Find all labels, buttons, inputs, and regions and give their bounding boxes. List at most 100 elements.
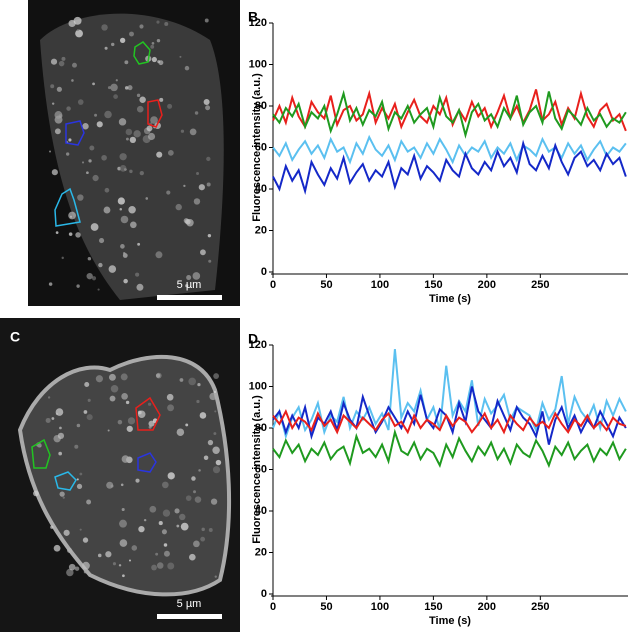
granule (156, 20, 160, 24)
granule (76, 478, 79, 481)
granule (149, 505, 157, 513)
granule (90, 223, 99, 231)
granule (57, 432, 65, 440)
granule (74, 566, 80, 571)
granule (145, 197, 149, 200)
granule (122, 251, 126, 255)
granule (207, 233, 212, 238)
y-tick-label: 100 (249, 380, 267, 392)
granule (101, 24, 108, 31)
granule (131, 545, 138, 551)
roi (54, 187, 81, 227)
granule (59, 491, 65, 497)
granule (166, 190, 171, 195)
granule (117, 197, 125, 205)
granule (180, 522, 189, 531)
granule (87, 398, 91, 402)
x-tick-label: 50 (320, 601, 332, 613)
granule (193, 490, 196, 494)
granule (155, 373, 161, 378)
panel-label: D (248, 331, 258, 347)
granule (49, 150, 52, 153)
y-axis-label: Fluorescence intensity (a.u.) (251, 73, 263, 222)
x-tick-label: 150 (424, 279, 442, 291)
granule (56, 86, 62, 92)
granule (135, 478, 140, 483)
y-tick-label: 40 (255, 505, 267, 517)
granule (151, 56, 157, 63)
granule (119, 519, 127, 528)
granule (82, 123, 89, 130)
granule (72, 62, 77, 68)
granule (119, 165, 127, 172)
granule (51, 169, 58, 176)
granule (124, 60, 129, 65)
granule (110, 385, 119, 393)
scale-bar (157, 614, 222, 619)
granule (98, 238, 105, 244)
granule (200, 249, 206, 256)
x-tick-label: 0 (270, 279, 276, 291)
granule (123, 278, 128, 284)
granule (194, 496, 202, 503)
granule (83, 570, 87, 574)
granule (106, 481, 114, 489)
granule (164, 21, 169, 26)
granule (194, 111, 199, 115)
granule (128, 559, 132, 562)
granule (193, 540, 200, 548)
granule (71, 79, 74, 82)
y-tick-label: 20 (255, 224, 267, 236)
granule (108, 373, 116, 381)
scale-bar-label: 5 µm (177, 279, 202, 291)
granule (105, 551, 112, 558)
granule (208, 528, 213, 532)
roi (147, 99, 163, 128)
y-tick-label: 60 (255, 463, 267, 475)
granule (139, 170, 144, 176)
granule (137, 242, 141, 246)
micrographs (0, 0, 240, 632)
panel-label: B (248, 9, 258, 25)
x-tick-label: 50 (320, 279, 332, 291)
cell-c (17, 354, 232, 597)
granule (76, 483, 83, 490)
granule (197, 383, 201, 387)
granule (203, 455, 209, 460)
x-tick-label: 100 (371, 279, 389, 291)
granule (207, 439, 214, 446)
granule (176, 524, 180, 528)
granule (167, 562, 175, 570)
granule (204, 18, 209, 23)
granule (89, 145, 95, 151)
granule (109, 395, 116, 402)
granule (76, 423, 81, 428)
granule (196, 171, 200, 175)
granule (75, 232, 81, 238)
granule (51, 417, 55, 420)
cell-a (40, 13, 224, 301)
granule (138, 525, 145, 533)
granule (108, 265, 117, 273)
x-tick-label: 0 (270, 601, 276, 613)
granule (82, 537, 89, 543)
granule (81, 161, 85, 164)
x-axis-label: Time (s) (429, 293, 471, 305)
granule (176, 428, 185, 436)
y-tick-label: 0 (261, 266, 267, 278)
granule (156, 38, 161, 43)
granule (212, 466, 221, 474)
granule (120, 483, 124, 487)
granule (156, 151, 163, 158)
series-line (272, 408, 627, 435)
granule (185, 495, 192, 501)
granule (66, 106, 71, 111)
granule (58, 60, 65, 67)
roi (54, 471, 77, 491)
granule (59, 426, 62, 430)
y-tick-label: 100 (249, 58, 267, 70)
granule (208, 259, 212, 263)
granule (179, 513, 186, 521)
x-tick-label: 250 (531, 601, 549, 613)
